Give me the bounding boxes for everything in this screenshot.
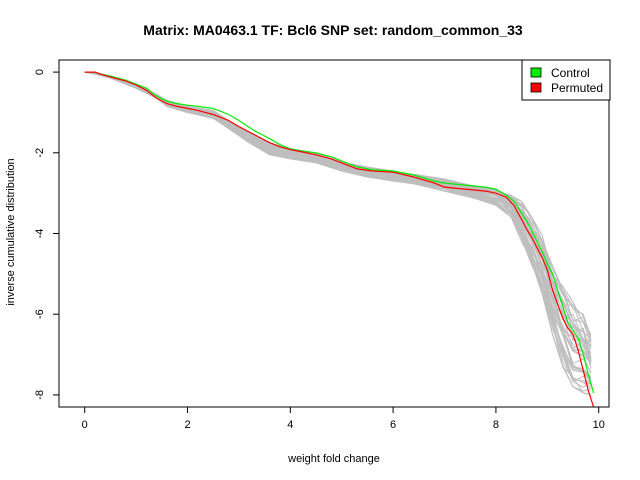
legend: Control Permuted (521, 59, 611, 101)
x-tick-label: 10 (593, 419, 605, 431)
x-tick-label: 4 (287, 419, 293, 431)
y-axis: 0 -2 -4 -6 -8 (34, 69, 59, 400)
x-axis: 0 2 4 6 8 10 (82, 407, 605, 431)
x-axis-label: weight fold change (287, 453, 380, 465)
x-tick-label: 0 (82, 419, 88, 431)
series-line-permuted (84, 71, 595, 408)
y-axis-label: inverse cumulative distribution (5, 158, 17, 305)
y-tick-label: -8 (34, 390, 46, 400)
legend-swatch-permuted (530, 82, 542, 93)
x-tick-label: 6 (390, 419, 396, 431)
legend-label-control: Control (551, 66, 590, 80)
legend-label-permuted: Permuted (551, 81, 603, 95)
legend-swatch-control (530, 67, 542, 78)
background-series-band (84, 71, 592, 396)
x-tick-label: 2 (184, 419, 190, 431)
series-line-control (84, 71, 595, 394)
y-tick-label: -4 (34, 229, 46, 239)
y-tick-label: -6 (34, 309, 46, 319)
x-tick-label: 8 (493, 419, 499, 431)
chart-title: Matrix: MA0463.1 TF: Bcl6 SNP set: rando… (143, 22, 523, 38)
background-curve (84, 71, 592, 342)
legend-box (521, 59, 611, 101)
series-layer (84, 71, 595, 408)
y-tick-label: -2 (34, 148, 46, 158)
y-tick-label: 0 (34, 69, 46, 75)
